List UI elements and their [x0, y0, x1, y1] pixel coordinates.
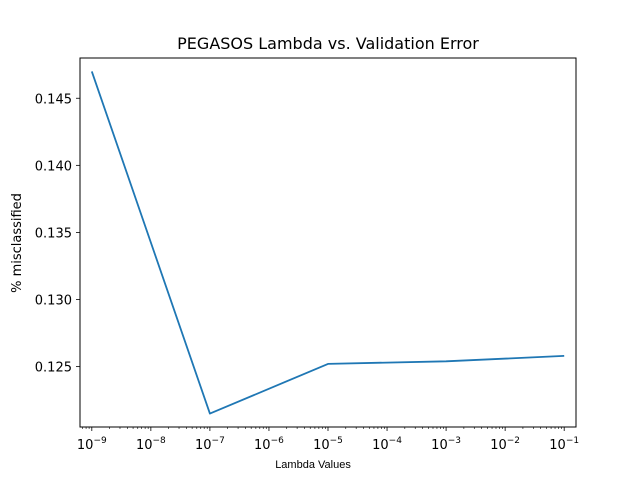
plot-layer: 10−9 10−8 10−7 10−6 10−5 10−4 10−3 10−2 10−1 0.12…: [35, 57, 579, 453]
series-line-0: [90, 71, 565, 415]
x-tick-label-8: 10−1: [549, 436, 579, 453]
x-tick-label-0: 10−9: [77, 436, 107, 453]
x-tick-label-4: 10−5: [313, 436, 343, 453]
x-tick-label-3: 10−6: [254, 436, 284, 453]
chart-title: PEGASOS Lambda vs. Validation Error: [177, 34, 479, 53]
y-tick-label-1: 0.130: [35, 294, 72, 309]
y-tick-label-0: 0.125: [35, 361, 72, 376]
x-tick-label-6: 10−3: [431, 436, 461, 453]
y-tick-label-2: 0.135: [35, 226, 72, 241]
y-tick-label-4: 0.145: [35, 92, 72, 107]
y-axis-label: % misclassified: [10, 193, 25, 293]
x-tick-label-1: 10−8: [136, 436, 166, 453]
x-tick-label-5: 10−4: [372, 436, 402, 453]
x-tick-label-2: 10−7: [195, 436, 225, 453]
plot-frame: [79, 57, 577, 428]
y-tick-label-3: 0.140: [35, 159, 72, 174]
x-axis-label: Lambda Values: [275, 459, 351, 471]
x-tick-label-7: 10−2: [490, 436, 520, 453]
